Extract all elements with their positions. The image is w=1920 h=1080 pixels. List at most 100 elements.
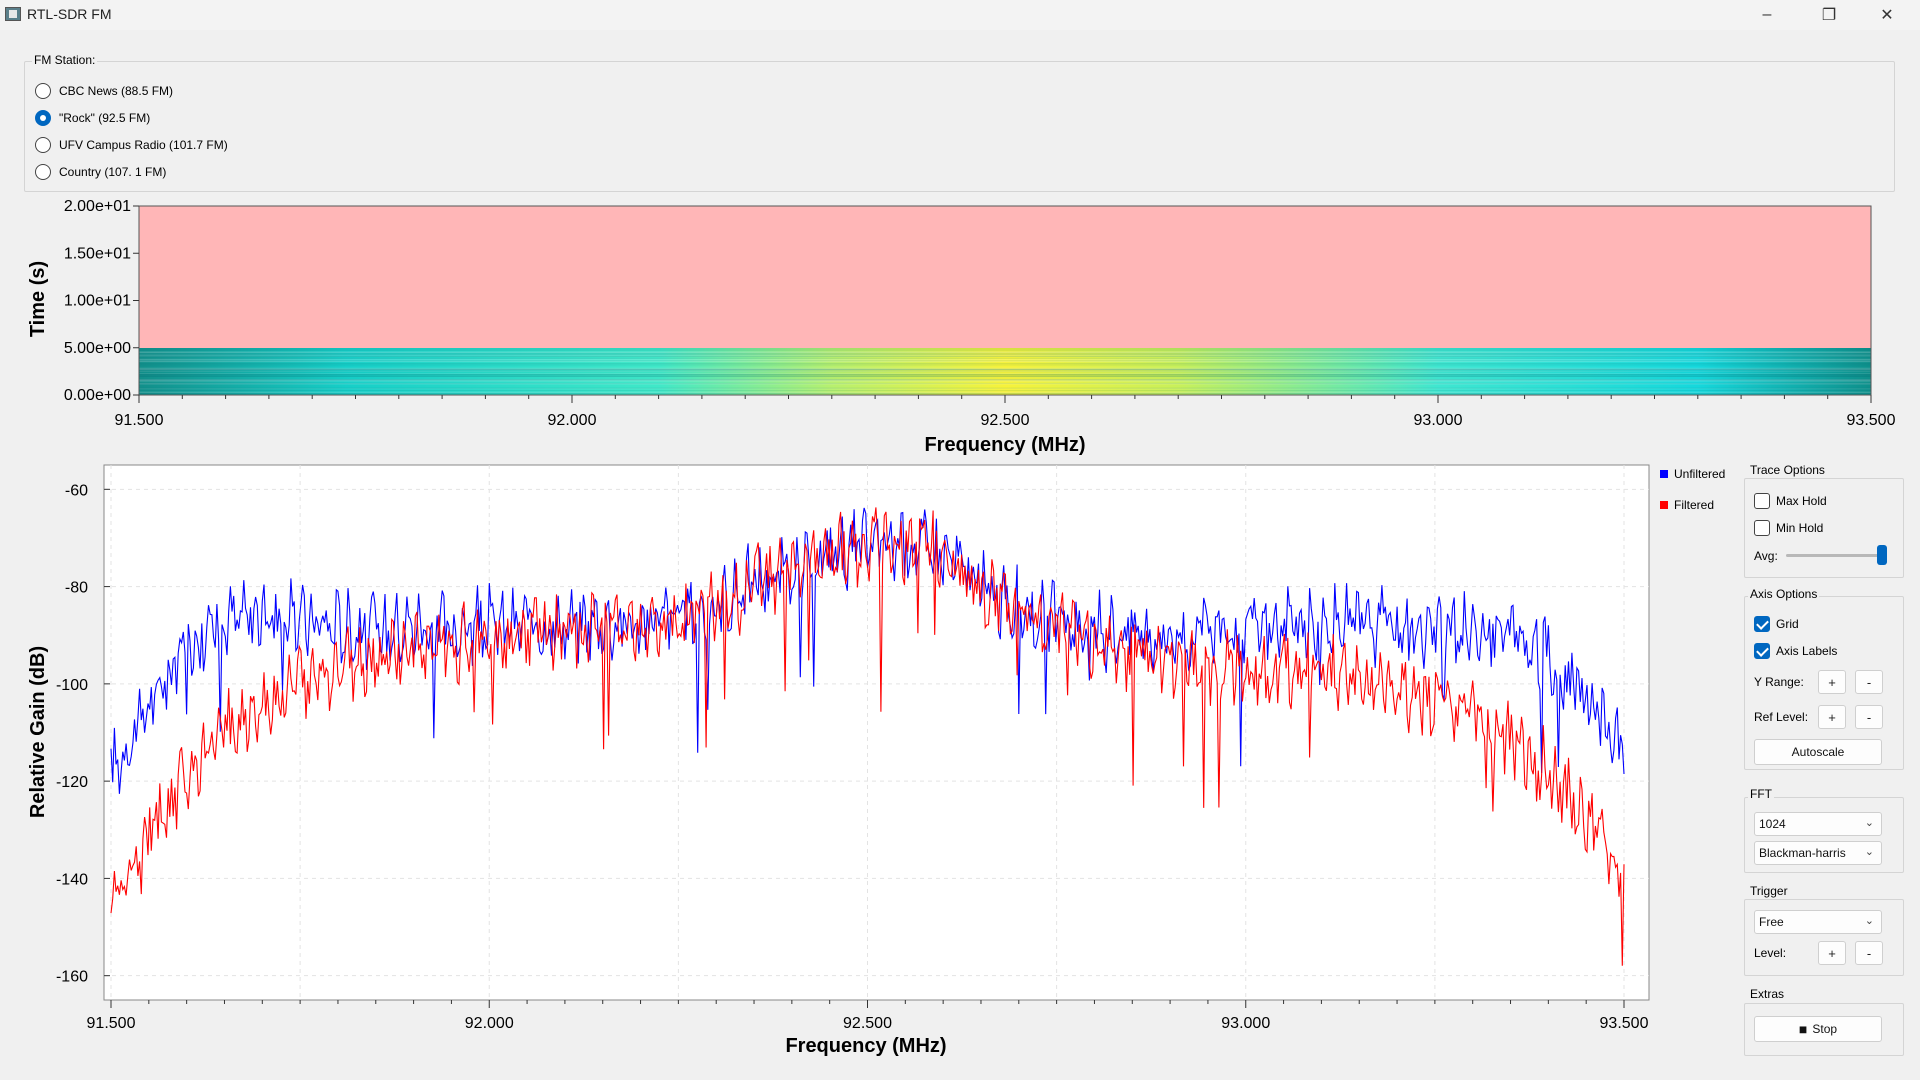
trace-options-group xyxy=(1744,478,1904,578)
y-range-plus-button[interactable]: + xyxy=(1818,670,1846,694)
spectrum-ytick-label: -80 xyxy=(65,580,88,597)
waterfall-noise-line xyxy=(139,364,1871,366)
waterfall-noise-line xyxy=(139,375,1871,377)
close-button[interactable]: ✕ xyxy=(1864,0,1910,30)
waterfall-noise-line xyxy=(139,368,1871,370)
stop-label: Stop xyxy=(1812,1022,1838,1036)
stop-button[interactable]: ■ Stop xyxy=(1754,1016,1882,1042)
station-radio-ufv[interactable]: UFV Campus Radio (101.7 FM) xyxy=(35,135,228,155)
legend-label: Filtered xyxy=(1674,498,1715,512)
station-label: UFV Campus Radio (101.7 FM) xyxy=(59,138,228,152)
waterfall-noise-line xyxy=(139,388,1871,390)
fft-title: FFT xyxy=(1748,787,1774,801)
min-hold-checkbox[interactable]: Min Hold xyxy=(1754,518,1823,538)
waterfall-noise-line xyxy=(139,357,1871,359)
waterfall-xtick-label: 92.500 xyxy=(981,412,1030,429)
waterfall-noise-line xyxy=(139,379,1871,381)
waterfall-noise-line xyxy=(139,359,1871,360)
radio-icon[interactable] xyxy=(35,164,51,180)
waterfall-noise-line xyxy=(139,379,1871,381)
spectrum-xtick-label: 92.000 xyxy=(465,1015,514,1032)
fft-window-select[interactable]: Blackman-harris ⌄ xyxy=(1754,841,1882,865)
waterfall-noise-line xyxy=(139,392,1871,394)
max-hold-label: Max Hold xyxy=(1776,494,1827,508)
y-range-minus-button[interactable]: - xyxy=(1855,670,1883,694)
station-label: CBC News (88.5 FM) xyxy=(59,84,174,98)
axis-labels-checkbox[interactable]: Axis Labels xyxy=(1754,641,1837,661)
waterfall-noise-line xyxy=(139,379,1871,380)
waterfall-noise-line xyxy=(139,358,1871,360)
spectrum-ytick-label: -120 xyxy=(56,774,88,791)
waterfall-xtick-label: 91.500 xyxy=(115,412,164,429)
waterfall-noise-line xyxy=(139,355,1871,357)
axis-options-title: Axis Options xyxy=(1748,587,1820,601)
checkbox-icon[interactable] xyxy=(1754,520,1770,536)
waterfall-noise-line xyxy=(139,355,1871,356)
waterfall-noise-line xyxy=(139,353,1871,355)
waterfall-noise-line xyxy=(139,367,1871,369)
chevron-down-icon: ⌄ xyxy=(1864,817,1874,829)
spectrum-ylabel: Relative Gain (dB) xyxy=(27,646,49,818)
axis-options-group xyxy=(1744,596,1904,770)
fft-size-select[interactable]: 1024 ⌄ xyxy=(1754,812,1882,836)
waterfall-noise-line xyxy=(139,371,1871,373)
trigger-level-plus-button[interactable]: + xyxy=(1818,941,1846,965)
axis-labels-label: Axis Labels xyxy=(1776,644,1838,658)
waterfall-noise-line xyxy=(139,375,1871,377)
trigger-group xyxy=(1744,899,1904,976)
avg-slider-handle[interactable] xyxy=(1877,545,1887,565)
trigger-mode-select[interactable]: Free ⌄ xyxy=(1754,910,1882,934)
spectrum-xtick-label: 93.000 xyxy=(1221,1015,1270,1032)
station-label: Country (107. 1 FM) xyxy=(59,165,167,179)
waterfall-noise-line xyxy=(139,356,1871,358)
spectrum-plot: -60 -80 -100 -120 -140 -160 91.500 92.000 92.50… xyxy=(27,464,1650,1057)
window-title: RTL-SDR FM xyxy=(27,6,112,22)
ref-level-minus-button[interactable]: - xyxy=(1855,705,1883,729)
waterfall-noise xyxy=(139,348,1871,394)
chevron-down-icon: ⌄ xyxy=(1864,915,1874,927)
waterfall-noise-line xyxy=(139,370,1871,372)
ref-level-label: Ref Level: xyxy=(1754,710,1809,724)
waterfall-noise-line xyxy=(139,360,1871,362)
radio-selected-icon[interactable] xyxy=(35,110,51,126)
waterfall-noise-line xyxy=(139,390,1871,392)
waterfall-noise-line xyxy=(139,380,1871,382)
radio-icon[interactable] xyxy=(35,83,51,99)
station-radio-rock[interactable]: "Rock" (92.5 FM) xyxy=(35,108,150,128)
maximize-button[interactable]: ❐ xyxy=(1806,0,1852,30)
waterfall-noise-line xyxy=(139,351,1871,353)
checkbox-icon[interactable] xyxy=(1754,493,1770,509)
ref-level-plus-button[interactable]: + xyxy=(1818,705,1846,729)
waterfall-noise-line xyxy=(139,374,1871,376)
checkbox-checked-icon[interactable] xyxy=(1754,616,1770,632)
waterfall-noise-line xyxy=(139,348,1871,350)
station-radio-country[interactable]: Country (107. 1 FM) xyxy=(35,162,166,182)
legend-label: Unfiltered xyxy=(1674,467,1726,481)
waterfall-noise-line xyxy=(139,369,1871,371)
autoscale-button[interactable]: Autoscale xyxy=(1754,739,1882,765)
max-hold-checkbox[interactable]: Max Hold xyxy=(1754,491,1827,511)
waterfall-xtick-label: 93.000 xyxy=(1414,412,1463,429)
waterfall-ytick-label: 5.00e+00 xyxy=(64,340,131,357)
chevron-down-icon: ⌄ xyxy=(1864,846,1874,858)
waterfall-noise-line xyxy=(139,387,1871,389)
spectrum-ytick-label: -160 xyxy=(56,969,88,986)
radio-icon[interactable] xyxy=(35,137,51,153)
avg-slider-track[interactable] xyxy=(1786,554,1882,557)
waterfall-noise-line xyxy=(139,392,1871,394)
extras-title: Extras xyxy=(1748,987,1787,1001)
waterfall-ytick-label: 1.00e+01 xyxy=(64,293,131,310)
grid-checkbox[interactable]: Grid xyxy=(1754,614,1799,634)
fm-station-group xyxy=(24,61,1895,192)
trace-options-title: Trace Options xyxy=(1748,463,1827,477)
checkbox-checked-icon[interactable] xyxy=(1754,643,1770,659)
waterfall-noise-line xyxy=(139,360,1871,362)
waterfall-noise-line xyxy=(139,369,1871,370)
waterfall-ylabel: Time (s) xyxy=(27,261,49,337)
waterfall-noise-line xyxy=(139,353,1871,355)
trigger-level-minus-button[interactable]: - xyxy=(1855,941,1883,965)
minimize-button[interactable]: – xyxy=(1744,0,1790,30)
station-radio-cbc[interactable]: CBC News (88.5 FM) xyxy=(35,81,173,101)
stop-icon: ■ xyxy=(1798,1021,1808,1037)
app-icon xyxy=(5,7,21,21)
